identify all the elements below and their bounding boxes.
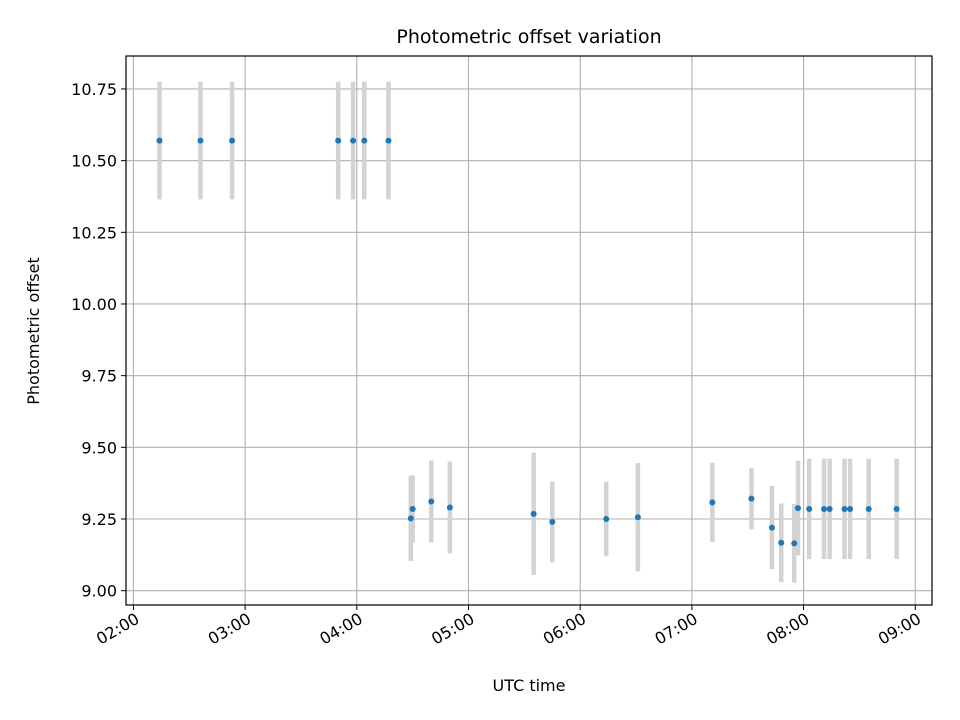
y-tick-label: 10.75 [71,80,117,99]
y-axis-ticks: 9.00 9.25 9.50 9.75 10.00 10.25 10.50 10.75 [71,80,126,601]
y-axis-label: Photometric offset [24,257,43,405]
x-tick-label: 08:00 [763,609,812,649]
data-point [156,137,163,144]
data-point [634,514,641,521]
chart-title: Photometric offset variation [396,26,661,48]
x-tick-label: 02:00 [93,609,142,649]
data-point [768,524,775,531]
data-point [229,137,236,144]
data-point [530,510,537,517]
y-tick-label: 10.00 [71,295,117,314]
data-point [821,505,828,512]
data-point [847,505,854,512]
error-bars [157,81,899,583]
data-point [865,505,872,512]
data-point [407,515,414,522]
y-tick-label: 10.50 [71,152,117,171]
y-tick-label: 9.00 [81,582,117,601]
x-tick-label: 07:00 [651,609,700,649]
data-point [335,137,342,144]
data-point [428,498,435,505]
data-point [409,505,416,512]
data-point [826,505,833,512]
y-tick-label: 10.25 [71,223,117,242]
y-tick-label: 9.50 [81,438,117,457]
x-tick-label: 05:00 [428,609,477,649]
data-point [549,518,556,525]
data-point [893,505,900,512]
plot-frame [125,55,933,606]
data-point [709,499,716,506]
data-point [791,540,798,547]
data-point [748,495,755,502]
data-point [841,505,848,512]
data-point [350,137,357,144]
data-point [794,505,801,512]
data-point [603,515,610,522]
x-tick-label: 09:00 [875,609,924,649]
x-tick-label: 04:00 [316,609,365,649]
x-tick-label: 03:00 [205,609,254,649]
grid [126,56,932,605]
data-point [446,504,453,511]
x-tick-label: 06:00 [540,609,589,649]
x-axis-label: UTC time [493,676,566,695]
data-point [778,539,785,546]
data-point [385,137,392,144]
x-axis-ticks: 02:00 03:00 04:00 05:00 06:00 07:00 08:00 09:00 [93,605,924,649]
data-point [361,137,368,144]
data-point [806,505,813,512]
data-point [197,137,204,144]
y-tick-label: 9.25 [81,510,117,529]
data-points [156,137,900,547]
y-tick-label: 9.75 [81,367,117,386]
